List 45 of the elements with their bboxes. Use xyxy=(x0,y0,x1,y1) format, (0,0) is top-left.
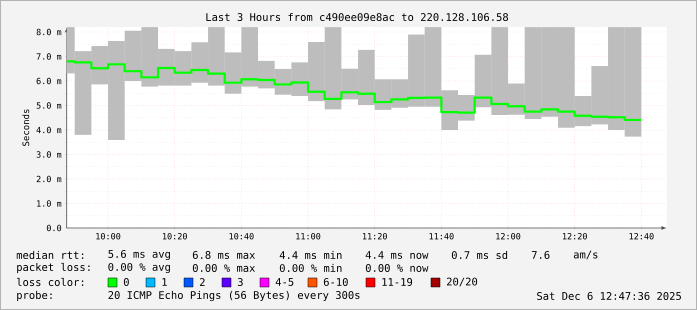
text: packet loss: xyxy=(17,262,90,274)
x-tick-label: 11:20 xyxy=(362,233,387,240)
text: 4.4 ms now xyxy=(366,251,428,259)
text: 0.00 % avg xyxy=(108,262,170,274)
y-axis-title: Seconds xyxy=(22,109,30,146)
x-tick-label: 10:40 xyxy=(230,233,254,240)
y-tick-label: 3.0 m xyxy=(36,151,62,158)
x-tick-label: 10:00 xyxy=(96,233,120,240)
x-tick-label: 12:00 xyxy=(496,233,520,240)
text: 0.00 % min xyxy=(280,264,342,272)
y-tick-label: 0.0 xyxy=(46,224,62,232)
text: 0.00 % max xyxy=(192,264,256,272)
text: median rtt: xyxy=(16,250,84,260)
y-tick-label: 7.0 m xyxy=(36,53,62,60)
text: 4.4 ms min xyxy=(280,250,342,260)
text: 7.6 xyxy=(532,251,550,259)
x-tick-label: 10:20 xyxy=(162,233,187,240)
y-tick-label: 2.0 m xyxy=(36,176,62,182)
chart-title: Last 3 Hours from c490ee09e8ac to 220.128.106.58 xyxy=(206,12,508,22)
text: 6-10 xyxy=(324,278,348,286)
x-tick-label: 11:40 xyxy=(430,233,454,240)
text: 0.00 % now xyxy=(366,264,428,272)
text: am/s xyxy=(574,250,598,260)
text: 20/20 xyxy=(446,278,478,286)
text: 1 xyxy=(162,278,167,286)
text: 0 xyxy=(124,278,129,286)
text: 4-5 xyxy=(276,278,294,286)
text: 20 ICMP Echo Pings (56 Bytes) every 300s xyxy=(108,290,360,302)
text: Sat Dec 6 12:47:36 2025 xyxy=(537,292,681,300)
text: probe: xyxy=(17,290,52,302)
text: loss color: xyxy=(17,278,84,286)
text: 5.6 ms avg xyxy=(108,250,170,260)
y-tick-label: 1.0 m xyxy=(37,200,62,207)
text: 2 xyxy=(200,278,205,286)
x-tick-label: 12:40 xyxy=(630,233,654,240)
text: 11-19 xyxy=(382,278,412,286)
text: 6.8 ms max xyxy=(192,251,256,259)
y-tick-label: 6.0 m xyxy=(36,78,62,84)
text: 3 xyxy=(238,278,243,286)
text: 0.7 ms sd xyxy=(452,250,508,260)
y-tick-label: 5.0 m xyxy=(36,102,62,109)
x-tick-label: 12:20 xyxy=(562,233,587,240)
y-tick-label: 4.0 m xyxy=(36,126,62,134)
y-tick-label: 8.0 m xyxy=(36,28,62,36)
x-tick-label: 11:00 xyxy=(296,233,320,240)
